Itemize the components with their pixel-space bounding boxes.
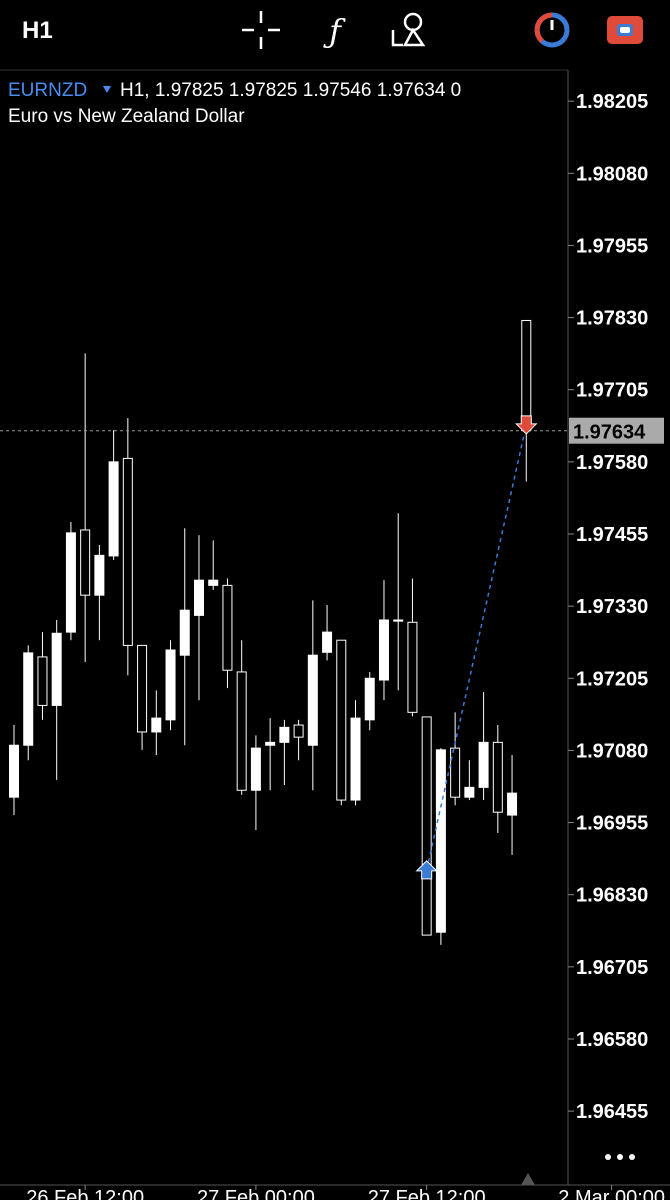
candle-body: [464, 786, 475, 798]
candle-body: [265, 741, 276, 746]
candle-body: [179, 609, 190, 656]
candle-body: [80, 529, 91, 596]
y-tick-label: 1.98080: [576, 163, 648, 185]
candle-body: [478, 741, 489, 788]
candle-body: [293, 724, 304, 738]
y-tick-label: 1.98205: [576, 91, 648, 113]
y-tick-label: 1.97830: [576, 308, 648, 330]
buy-arrow: [415, 860, 438, 880]
y-tick-label: 1.97455: [576, 524, 648, 546]
candle-body: [165, 649, 176, 721]
y-tick-label: 1.97955: [576, 235, 648, 257]
candle-body: [65, 532, 76, 633]
candle-body: [507, 792, 518, 816]
candle-body: [407, 621, 418, 713]
current-price-label: 1.97634: [573, 422, 646, 444]
x-tick-label: 2 Mar 00:00: [558, 1187, 665, 1200]
candle-body: [307, 654, 318, 746]
symbol-description: Euro vs New Zealand Dollar: [8, 106, 245, 127]
y-tick-label: 1.97080: [576, 740, 648, 762]
history-button[interactable]: [534, 12, 570, 48]
candle-body: [137, 644, 148, 733]
objects-button[interactable]: [391, 12, 426, 47]
trade-button[interactable]: [607, 16, 643, 44]
candle-body: [236, 671, 247, 791]
candle-body: [151, 717, 162, 733]
candle-body: [322, 631, 333, 653]
x-tick-label: 27 Feb 12:00: [368, 1187, 486, 1200]
candle-body: [435, 749, 446, 933]
candle-body: [51, 632, 62, 706]
timeframe-button[interactable]: H1: [22, 17, 53, 44]
crosshair-button[interactable]: [242, 11, 280, 49]
indicators-button[interactable]: ƒ: [323, 12, 346, 50]
symbol-info: H1, 1.97825 1.97825 1.97546 1.97634 0: [120, 80, 461, 101]
y-tick-label: 1.97205: [576, 668, 648, 690]
sell-arrow: [515, 415, 538, 435]
y-tick-label: 1.96455: [576, 1101, 648, 1123]
candle-body: [250, 747, 261, 791]
candle-body: [37, 656, 48, 706]
candle-body: [279, 726, 290, 743]
scroll-marker[interactable]: [521, 1173, 535, 1185]
candle-body: [393, 619, 404, 622]
candle-body: [208, 579, 219, 586]
candle-body: [122, 457, 133, 646]
y-tick-label: 1.96705: [576, 957, 648, 979]
symbol[interactable]: EURNZD: [8, 80, 87, 101]
symbol-dropdown[interactable]: [103, 86, 111, 93]
candle-body: [421, 716, 432, 936]
current-price-box: [569, 417, 664, 444]
candle-body: [336, 639, 347, 801]
candle-body: [94, 554, 105, 596]
candle-body: [350, 717, 361, 801]
candle-body: [222, 584, 233, 671]
candle-body: [9, 744, 19, 798]
trade-line: [425, 424, 528, 871]
candle-body: [108, 461, 119, 557]
y-tick-label: 1.97580: [576, 452, 648, 474]
x-tick-label: 26 Feb 12:00: [26, 1187, 144, 1200]
x-tick-label: 27 Feb 00:00: [197, 1187, 315, 1200]
candle-body: [193, 579, 204, 616]
candle-body: [450, 747, 461, 798]
y-tick-label: 1.96955: [576, 813, 648, 835]
y-tick-label: 1.96580: [576, 1029, 648, 1051]
y-tick-label: 1.97330: [576, 596, 648, 618]
candle-body: [521, 319, 532, 432]
y-tick-label: 1.96830: [576, 885, 648, 907]
candle-body: [378, 619, 389, 681]
candle-body: [492, 741, 503, 813]
candle-body: [364, 677, 375, 721]
candle-body: [23, 652, 34, 746]
more-button[interactable]: [605, 1154, 635, 1160]
y-tick-label: 1.97705: [576, 380, 648, 402]
